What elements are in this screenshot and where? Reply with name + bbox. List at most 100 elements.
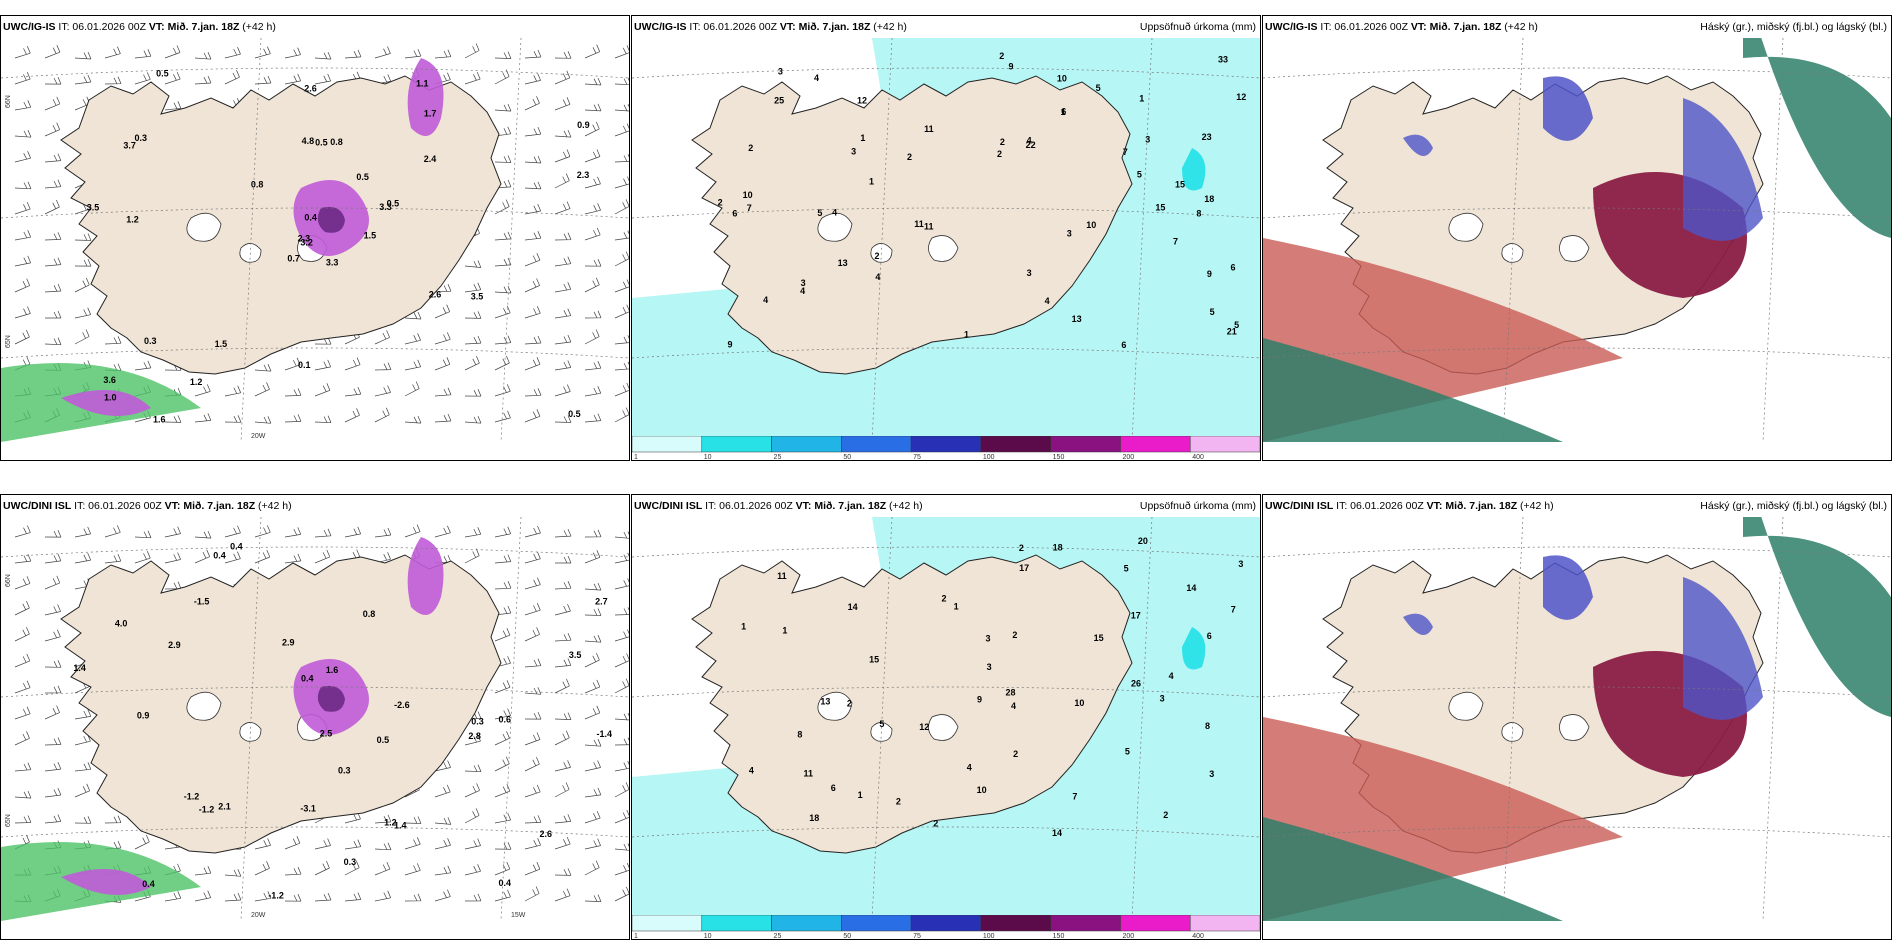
- value-label: 11: [777, 571, 787, 581]
- wind-barb: [14, 653, 31, 668]
- value-label: 1: [782, 625, 787, 635]
- wind-barb: [554, 173, 570, 189]
- wind-barb: [434, 304, 451, 319]
- wind-barb: [74, 783, 91, 798]
- wind-barb: [194, 530, 212, 539]
- wind-barb: [254, 861, 270, 876]
- colorbar-swatch: [841, 915, 912, 932]
- wind-barb: [524, 306, 541, 319]
- lead-time: (+42 h): [258, 500, 292, 512]
- value-label: 20: [1138, 536, 1148, 546]
- value-label: 10: [1057, 73, 1067, 83]
- colorbar-swatch: [771, 915, 842, 932]
- wind-barb: [524, 278, 540, 293]
- panel-wind-temp-dini: UWC/DINI ISL IT: 06.01.2026 00Z VT: Mið.…: [0, 494, 630, 940]
- wind-barb: [614, 304, 629, 319]
- wind-barb: [434, 760, 451, 772]
- map-area: 1 2 3 2 4 2 3 4 1 2 4 3 2 4 7 6 9 3 5 9 6 11 12 23 11 11 33 10 22 5 10…: [632, 38, 1260, 442]
- wind-barb: [14, 329, 30, 345]
- wind-barb: [494, 384, 511, 397]
- wind-barb: [164, 526, 181, 538]
- value-label: 3: [987, 662, 992, 672]
- wind-barb: [44, 604, 61, 616]
- value-label: 0.4: [301, 674, 314, 684]
- map-area: 1 2 3 2 7 5 3 4 2 1 2 6 15 11 14 14 8 4 28 11 26 17 18 12 10 15 13…: [632, 517, 1260, 921]
- wind-barb: [14, 815, 32, 824]
- value-label: 1.6: [326, 665, 339, 675]
- wind-barb: [14, 181, 32, 190]
- value-label: 5: [1124, 564, 1129, 574]
- value-label: 11: [914, 219, 924, 229]
- wind-barb: [554, 201, 571, 215]
- value-label: 22: [1026, 140, 1036, 150]
- wind-barb: [524, 551, 541, 564]
- value-label: 3: [1067, 228, 1072, 238]
- value-label: 6: [1230, 263, 1235, 273]
- wind-barb: [614, 653, 629, 668]
- value-label: 8: [1196, 208, 1201, 218]
- wind-barb: [614, 251, 629, 267]
- value-label: 0.4: [142, 879, 155, 889]
- iceland-landmass: [691, 75, 1133, 375]
- wind-barb: [14, 46, 31, 59]
- value-label: 0.1: [298, 360, 311, 370]
- value-label: -1.2: [184, 791, 200, 801]
- precip-labels: 1232423412432476935961112231111331022510…: [718, 51, 1247, 350]
- value-label: 6: [1061, 106, 1066, 116]
- value-label: 3.5: [87, 203, 100, 213]
- model-name: UWC/IG-IS: [1265, 21, 1318, 33]
- cloud-field-area: [1263, 817, 1563, 921]
- wind-barb: [14, 525, 31, 538]
- wind-barb: [14, 553, 32, 564]
- colorbar-swatch: [1120, 915, 1191, 932]
- wind-barb: [14, 731, 30, 746]
- value-label: 3: [851, 147, 856, 157]
- value-label: 3: [801, 278, 806, 288]
- wind-barb: [494, 231, 512, 241]
- colorbar-swatch: [910, 436, 982, 453]
- wind-barb: [14, 790, 32, 799]
- wind-barb: [314, 860, 330, 876]
- value-label: 4: [967, 763, 972, 773]
- value-label: 2.6: [429, 289, 442, 299]
- value-label: 2: [896, 796, 901, 806]
- panel-title: Uppsöfnuð úrkoma (mm): [1139, 21, 1256, 33]
- wind-barb: [104, 525, 121, 538]
- wind-barb: [614, 279, 629, 293]
- wind-barb: [344, 892, 362, 902]
- wind-barb: [344, 49, 362, 59]
- value-label: 0.3: [338, 765, 351, 775]
- wind-barb: [14, 100, 32, 111]
- iceland-landmass: [60, 75, 502, 375]
- colorbar-tick: 25: [774, 454, 782, 460]
- snow-field-area: [317, 685, 345, 712]
- wind-barb: [494, 155, 512, 163]
- wind-barb: [134, 551, 151, 564]
- value-label: 0.7: [287, 254, 300, 264]
- snow-field-area: [407, 537, 444, 615]
- precip-labels: 1232753421261511141484281126171812101513…: [741, 536, 1243, 838]
- longitude-label: 20W: [251, 912, 266, 919]
- wind-barb: [14, 278, 31, 293]
- value-label: 5: [1137, 169, 1142, 179]
- value-label: 1: [1139, 94, 1144, 104]
- value-label: -3.1: [300, 804, 316, 814]
- wind-barb: [254, 46, 271, 59]
- temp-labels: 3.3 3.7 3.2 3.6 3.3 1.5 1.1 0.8 1.7 1.5 0.5 0.5 1.2 0…: [87, 69, 590, 425]
- value-label: 2: [718, 198, 723, 208]
- wind-barb: [14, 680, 31, 694]
- snow-field: [1, 58, 444, 442]
- wind-barb: [134, 72, 151, 85]
- wind-barb: [14, 255, 32, 267]
- value-label: 3: [1238, 559, 1243, 569]
- value-label: 3.7: [123, 140, 136, 150]
- wind-barb: [584, 705, 601, 720]
- value-label: 3: [1160, 694, 1165, 704]
- wind-barb: [434, 784, 451, 798]
- value-label: 3.2: [300, 237, 313, 247]
- wind-barb: [584, 277, 600, 293]
- wind-barb: [254, 891, 272, 902]
- value-label: 0.5: [387, 199, 400, 209]
- wind-barb: [74, 552, 92, 564]
- colorbar-swatch: [910, 915, 982, 932]
